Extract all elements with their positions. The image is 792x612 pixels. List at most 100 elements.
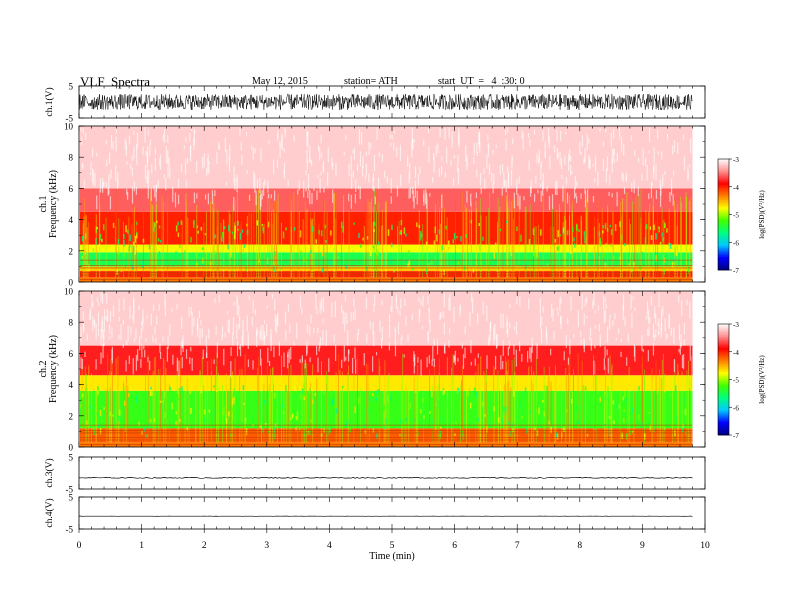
spectrogram-noise: [408, 260, 411, 267]
spectrogram-speckle: [256, 330, 258, 347]
colorbar-segment: [718, 214, 729, 217]
spectrogram-speckle: [98, 302, 100, 307]
spectrogram-noise: [178, 398, 181, 401]
spectrogram-noise: [644, 237, 647, 240]
spectrogram-noise: [135, 396, 138, 403]
spectrogram-speckle: [81, 136, 83, 146]
spectrogram-speckle: [436, 338, 439, 355]
spectrogram-noise: [81, 235, 84, 242]
spectrogram-speckle: [141, 344, 143, 358]
spectrogram-speckle: [86, 333, 88, 341]
spectrogram-noise: [157, 238, 160, 242]
spectrogram-streak: [165, 367, 167, 443]
colorbar-segment: [718, 236, 729, 239]
spectrogram-speckle: [305, 187, 307, 192]
spectrogram-streak: [150, 191, 152, 278]
spectrogram-noise: [85, 232, 87, 240]
spectrogram-streak: [232, 204, 234, 278]
spectrogram-streak: [415, 380, 417, 443]
spectrogram-speckle: [373, 303, 375, 312]
spectrogram-streak: [513, 356, 515, 443]
spectrogram-speckle: [130, 327, 132, 336]
spectrogram-speckle: [352, 311, 355, 320]
spectrogram-streak: [688, 200, 690, 278]
colorbar-segment: [718, 203, 729, 206]
spectrogram-speckle: [218, 294, 220, 303]
spectrogram-streak: [263, 223, 265, 278]
spectrogram-noise: [420, 233, 423, 238]
spectrogram-streak: [239, 225, 241, 278]
spectrogram-speckle: [163, 174, 165, 179]
spectrogram-speckle: [546, 186, 548, 192]
spectrogram-speckle: [431, 359, 433, 367]
spectrogram-speckle: [181, 340, 184, 349]
spectrogram-noise: [140, 262, 142, 267]
spectrogram-speckle: [542, 181, 544, 196]
spectrogram-speckle: [90, 171, 92, 176]
spectrogram-speckle: [305, 170, 307, 175]
spectrogram-streak: [382, 224, 384, 278]
spectrogram-speckle: [556, 147, 558, 160]
spectrogram-speckle: [218, 145, 220, 150]
spectrogram-speckle: [259, 177, 261, 194]
colorbar-segment: [718, 179, 729, 182]
spectrogram-speckle: [331, 302, 333, 318]
spectrogram-noise: [362, 237, 364, 241]
spectrogram-streak: [546, 385, 548, 443]
spectrogram-speckle: [394, 341, 397, 357]
spectrogram-noise: [182, 392, 185, 398]
spectrogram-speckle: [586, 296, 588, 303]
spectrogram-speckle: [115, 164, 117, 182]
spectrogram-speckle: [615, 337, 617, 341]
spectrogram-noise: [669, 393, 671, 397]
spectrogram-noise: [465, 233, 468, 238]
spectrogram-speckle: [322, 330, 324, 346]
spectrogram-noise: [285, 227, 287, 231]
spectrogram-noise: [577, 405, 580, 412]
spectrogram-noise: [455, 422, 457, 425]
spectrogram-speckle: [428, 146, 430, 163]
spectrogram-streak: [360, 388, 361, 443]
spectrogram-speckle: [316, 345, 318, 356]
spectrogram-noise: [550, 426, 552, 434]
spectrogram-streak: [471, 203, 472, 278]
spectrogram-streak: [674, 359, 676, 443]
spectrogram-noise: [478, 223, 480, 227]
spectrogram-speckle: [103, 316, 105, 332]
spectrogram-streak: [258, 357, 260, 443]
spectrogram-streak: [153, 357, 155, 443]
spectrogram-streak: [167, 195, 169, 278]
spectrogram-speckle: [239, 128, 241, 136]
spectrogram-speckle: [159, 343, 161, 353]
colorbar-segment: [718, 409, 729, 412]
spectrogram-speckle: [124, 138, 126, 149]
spectrogram-streak: [281, 222, 282, 278]
spectrogram-speckle: [386, 176, 388, 184]
spectrogram-speckle: [80, 326, 82, 342]
spectrogram-streak: [627, 388, 628, 443]
spectrogram-speckle: [299, 359, 301, 363]
spectrogram-speckle: [365, 163, 368, 176]
spectrogram-noise: [256, 220, 258, 226]
spectrogram-streak: [131, 224, 133, 278]
spectrogram-noise: [385, 418, 388, 424]
spectrogram-speckle: [626, 357, 628, 366]
spectrogram-speckle: [496, 334, 498, 348]
spectrogram-speckle: [317, 327, 319, 334]
spectrogram-streak: [234, 358, 236, 443]
spectrogram-noise: [342, 225, 344, 233]
spectrogram-streak: [477, 363, 479, 443]
spectrogram-streak: [611, 364, 613, 443]
spectrogram-speckle: [110, 135, 113, 149]
spectrogram-streak: [378, 358, 380, 443]
spectrogram-noise: [232, 408, 234, 412]
spectrogram-streak: [323, 199, 324, 278]
spectrogram-speckle: [176, 357, 178, 372]
spectrogram-streak: [437, 382, 439, 443]
spectrogram-noise: [203, 408, 206, 415]
spectrogram-speckle: [502, 361, 504, 369]
spectrogram-streak: [232, 371, 234, 443]
spectrogram-streak: [84, 366, 86, 443]
spectrogram-noise: [441, 245, 444, 251]
spectrogram-streak: [118, 387, 120, 443]
